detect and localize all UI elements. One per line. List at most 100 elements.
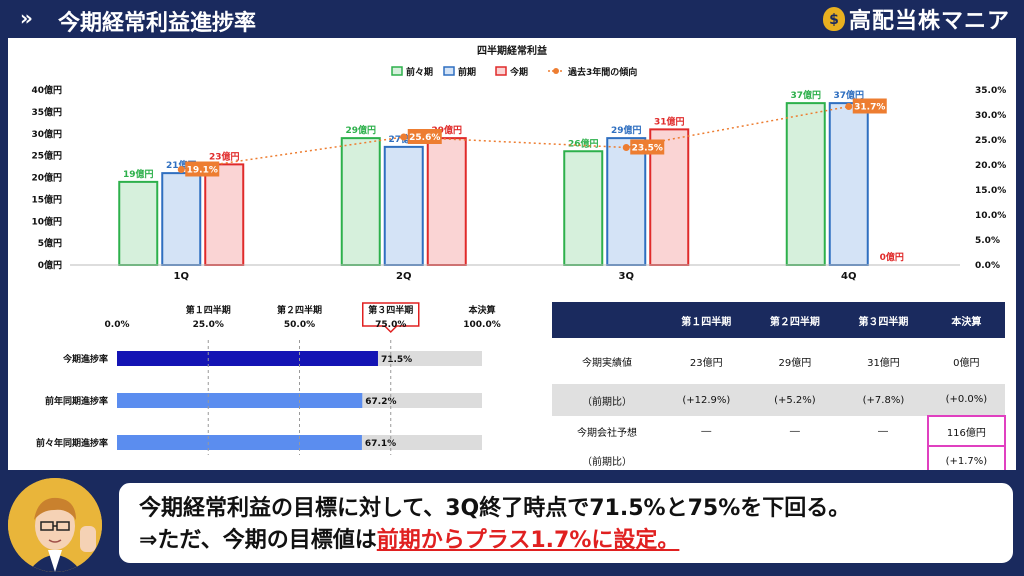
bar-data-label: 23億円 [209, 150, 240, 162]
table-cell: 23億円 [689, 357, 723, 369]
x-tick-label: 50.0% [284, 320, 315, 330]
y2-tick-label: 0.0% [975, 261, 1000, 271]
legend-swatch [495, 66, 507, 76]
legend-label: 前期 [458, 66, 476, 78]
milestone-label: 本決算 [468, 304, 495, 316]
table-cell: ― [701, 425, 712, 437]
table-cell: (+0.0%) [927, 384, 1005, 416]
milestone-label: 第１四半期 [186, 304, 231, 316]
legend-label: 今期 [509, 66, 528, 78]
table-row: 今期実績値 23億円 29億円 31億円 0億円 [552, 338, 1005, 384]
y2-tick-label: 25.0% [975, 136, 1006, 146]
avatar-illustration [8, 478, 102, 572]
trend-label-bg [630, 139, 665, 155]
table-header-cell: 第１四半期 [662, 302, 751, 338]
table-row: （前期比） (+12.9%) (+5.2%) (+7.8%) (+0.0%) [552, 384, 1005, 416]
table-header-cell [552, 302, 662, 338]
speech-pointer [106, 512, 118, 532]
comment-area: 今期経常利益の目標に対して、3Q終了時点で71.5%と75%を下回る。 ⇒ただ、… [0, 470, 1024, 576]
trend-data-label: 19.1% [187, 166, 218, 176]
trend-point [177, 166, 185, 173]
progress-data-label: 71.5% [381, 355, 412, 365]
bar [204, 163, 245, 266]
chart-title: 四半期経常利益 [477, 44, 547, 57]
bar-data-label: 29億円 [345, 124, 376, 136]
y-tick-label: 0億円 [38, 259, 62, 271]
bar [340, 137, 381, 266]
y-tick-label: 20億円 [31, 172, 62, 184]
trend-label-bg [852, 98, 887, 114]
table-row: 今期会社予想 ― ― ― 116億円 [552, 415, 1007, 447]
table-cell: (+12.9%) [662, 384, 751, 416]
x-tick-label: 1Q [174, 271, 189, 282]
bar-data-label: 0億円 [880, 251, 904, 263]
x-tick-label: 25.0% [193, 320, 224, 330]
y-tick-label: 5億円 [38, 237, 62, 249]
x-tick-label: 4Q [841, 271, 856, 282]
progress-bar [117, 435, 362, 450]
table-cell: 0億円 [953, 357, 980, 369]
x-tick-label: 2Q [396, 271, 411, 282]
table-cell: (+7.8%) [839, 384, 928, 416]
table-cell: （前期比） [582, 457, 632, 468]
progress-data-label: 67.2% [365, 397, 396, 407]
y-tick-label: 25億円 [31, 150, 62, 162]
legend-label: 過去3年間の傾向 [567, 66, 637, 78]
table-cell: ― [789, 425, 800, 437]
trend-label-bg [185, 161, 220, 177]
progress-bar [117, 393, 363, 408]
x-tick-label: 0.0% [105, 320, 130, 330]
y-tick-label: 40億円 [31, 84, 62, 96]
bar [785, 102, 826, 266]
legend-swatch [391, 66, 403, 76]
bar-data-label: 19億円 [123, 168, 154, 180]
table-cell: ― [877, 425, 888, 437]
table-cell: 31億円 [867, 357, 900, 369]
trend-data-label: 23.5% [632, 144, 663, 154]
trend-line [181, 105, 849, 171]
bar [161, 172, 202, 266]
bar-data-label: 26億円 [568, 137, 599, 149]
speech-bubble: 今期経常利益の目標に対して、3Q終了時点で71.5%と75%を下回る。 ⇒ただ、… [116, 480, 1016, 566]
table-cell: (+5.2%) [750, 384, 840, 416]
comment-line-2: ⇒ただ、今期の目標値は前期からプラス1.7%に設定。 [139, 525, 993, 557]
table-header-cell: 第２四半期 [750, 302, 840, 338]
bar-data-label: 29億円 [611, 124, 642, 136]
bar-data-label: 31億円 [654, 115, 685, 127]
trend-point [400, 133, 408, 141]
trend-data-label: 31.7% [854, 103, 885, 113]
progress-row-label: 前年同期進捗率 [45, 395, 108, 407]
y-tick-label: 10億円 [31, 215, 62, 227]
bar [383, 145, 424, 266]
table-cell: 今期実績値 [582, 357, 632, 369]
y2-tick-label: 20.0% [975, 161, 1006, 171]
legend-swatch [443, 66, 455, 76]
y-tick-label: 15億円 [31, 193, 62, 205]
table-cell: 29億円 [778, 357, 812, 369]
y2-tick-label: 10.0% [975, 211, 1006, 221]
money-bag-icon: $ [822, 7, 845, 31]
bar-data-label: 37億円 [833, 89, 864, 101]
y-tick-label: 30億円 [31, 128, 62, 140]
trend-data-label: 25.6% [409, 133, 440, 143]
table-header-cell: 本決算 [927, 302, 1005, 338]
legend-label: 前々期 [406, 66, 433, 78]
progress-bar [117, 351, 378, 366]
bar-data-label: 37億円 [790, 89, 821, 101]
progress-table: 第１四半期 第２四半期 第３四半期 本決算 今期実績値 23億円 29億円 31… [552, 302, 1007, 477]
table-cell: 116億円 [926, 415, 1007, 447]
progress-row-label: 今期進捗率 [62, 353, 108, 365]
y-tick-label: 35億円 [31, 106, 62, 118]
brand-logo: $ 高配当株マニア [822, 4, 1010, 34]
milestone-label: 第２四半期 [277, 304, 322, 316]
x-tick-label: 75.0% [375, 320, 406, 330]
milestone-label: 第３四半期 [368, 304, 413, 316]
trend-point [622, 144, 630, 151]
bar [828, 102, 869, 266]
trend-label-bg [407, 129, 442, 144]
y2-tick-label: 15.0% [975, 186, 1006, 196]
header-bar: » 今期経常利益進捗率 $ 高配当株マニア [0, 0, 1024, 38]
x-tick-label: 3Q [619, 271, 634, 282]
comment-line-1: 今期経常利益の目標に対して、3Q終了時点で71.5%と75%を下回る。 [139, 496, 851, 521]
